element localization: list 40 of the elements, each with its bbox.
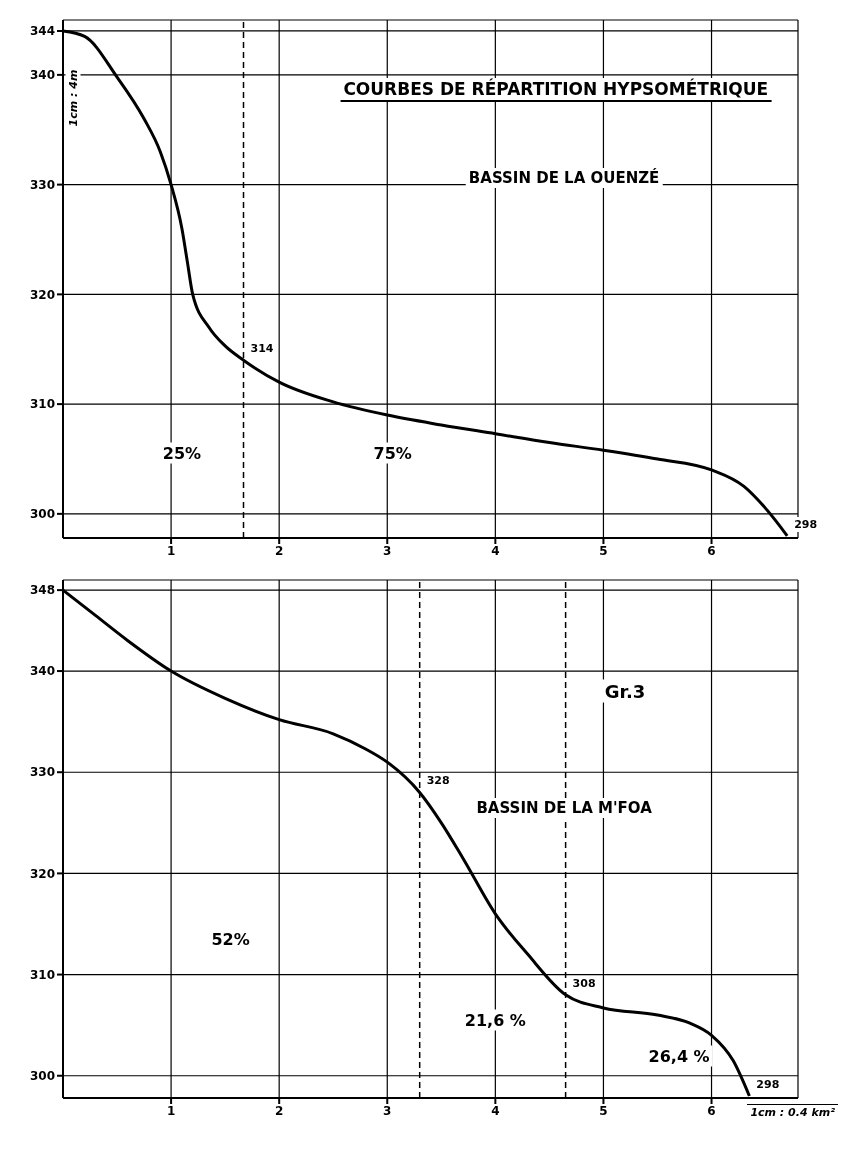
x-tick-label: 5 [599, 1103, 608, 1118]
annotation: 25% [159, 442, 205, 464]
x-tick-label: 1 [166, 543, 176, 558]
x-tick-label: 4 [491, 543, 500, 558]
x-axis-title: 1cm : 0.4 km² [747, 1104, 838, 1120]
x-tick-label: 4 [491, 1103, 500, 1118]
annotation: 298 [791, 516, 821, 532]
annotation: 21,6 % [461, 1009, 529, 1031]
annotation: 75% [370, 442, 415, 464]
text: COURBES DE RÉPARTITION HYPSOMÉTRIQUE [340, 78, 772, 102]
y-tick-label: 344 [29, 24, 55, 39]
y-axis-title: 1cm : 4m [65, 66, 81, 130]
y-tick-label: 348 [29, 583, 55, 598]
x-tick-label: 3 [383, 1103, 392, 1118]
x-tick-label: 6 [707, 1103, 716, 1118]
annotation: 328 [423, 773, 453, 789]
y-tick-label: 330 [29, 765, 55, 780]
y-tick-label: 300 [29, 507, 55, 522]
y-tick-label: 310 [29, 397, 55, 412]
y-tick-label: 310 [29, 967, 55, 982]
x-tick-label: 2 [275, 1103, 284, 1118]
x-tick-label: 1 [166, 1103, 176, 1118]
y-tick-label: 330 [29, 177, 55, 192]
y-tick-label: 300 [29, 1069, 55, 1083]
annotation: 298 [753, 1076, 783, 1092]
x-tick-label: 3 [383, 543, 392, 558]
text: BASSIN DE LA OUENZÉ [465, 168, 663, 188]
annotation: 26,4 % [645, 1045, 713, 1066]
annotation: Gr.3 [601, 679, 649, 703]
annotation: 308 [569, 975, 599, 991]
x-tick-label: 5 [599, 543, 608, 558]
y-tick-label: 320 [29, 287, 55, 302]
x-tick-label: 2 [275, 543, 284, 558]
annotation: 52% [208, 928, 253, 950]
y-tick-label: 320 [29, 866, 55, 881]
annotation: 314 [247, 341, 277, 357]
x-tick-label: 6 [707, 543, 716, 558]
text: BASSIN DE LA M'FOA [473, 798, 655, 818]
y-tick-label: 340 [29, 664, 55, 679]
y-tick-label: 340 [29, 68, 55, 83]
